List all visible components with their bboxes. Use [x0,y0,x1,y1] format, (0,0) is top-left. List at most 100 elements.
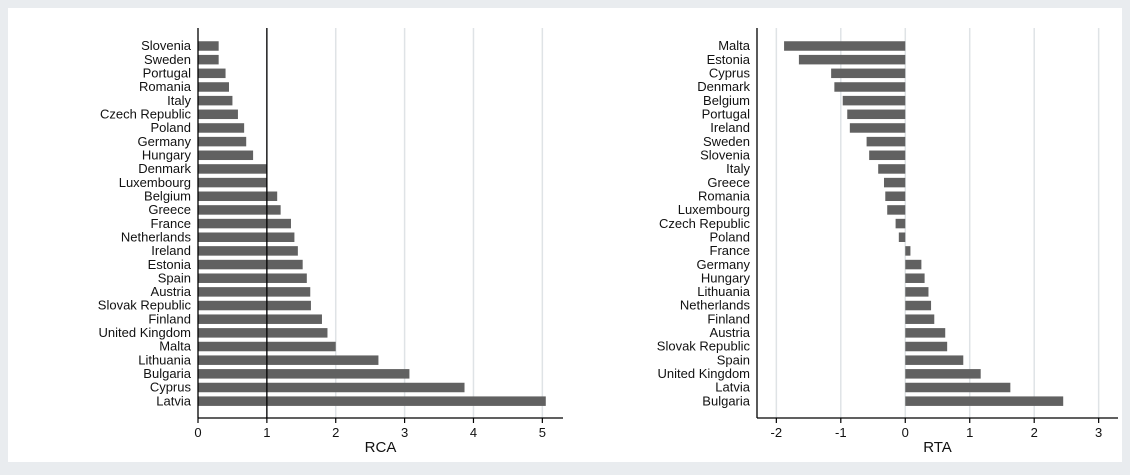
rta-category-label: Italy [726,161,750,176]
rca-category-label: Netherlands [121,229,192,244]
rta-category-label: Netherlands [680,298,751,313]
rca-category-label: Greece [148,202,191,217]
rta-category-label: Hungary [701,270,751,285]
rca-category-label: Ireland [151,243,191,258]
rta-bar [831,68,906,79]
rta-bar [847,109,906,120]
rta-category-label: Estonia [707,52,751,67]
rca-bar [198,369,410,379]
rta-bar [905,341,948,352]
rta-category-label: Finland [707,311,750,326]
rta-bar [869,150,906,161]
rca-category-label: Poland [151,120,191,135]
rca-category-label: Slovenia [141,38,192,53]
rca-bar [198,205,281,215]
rta-category-label: Romania [698,188,751,203]
rta-category-label: Czech Republic [659,216,751,231]
rca-bar [198,68,226,79]
rta-bar [905,287,929,297]
rca-tick-label: 3 [401,425,408,440]
rca-bar [198,396,546,406]
rta-bar [905,355,964,365]
rta-tick-label: 2 [1031,425,1038,440]
rca-bar [198,355,379,365]
rta-bar [883,177,906,188]
rca-bar [198,54,219,65]
rca-category-label: Denmark [138,161,191,176]
rta-bar [866,136,906,147]
rta-tick-label: 3 [1095,425,1102,440]
rca-bar [198,95,233,106]
rca-category-label: Hungary [142,147,192,162]
rca-category-label: Lithuania [138,352,192,367]
rta-category-label: Poland [710,229,750,244]
rta-bar [905,369,981,379]
rta-category-label: Malta [718,38,751,53]
rta-bar [905,382,1011,393]
rca-bar [198,191,278,202]
rta-chart: MaltaEstoniaCyprusDenmarkBelgiumPortugal… [657,28,1118,456]
rca-category-label: Finland [148,311,191,326]
rca-bar [198,136,247,147]
rca-tick-label: 4 [470,425,477,440]
rta-axis-title: RTA [923,439,952,456]
rta-bar [905,328,946,338]
rca-bar [198,177,267,188]
rta-category-label: Spain [717,352,750,367]
rta-tick-label: 1 [966,425,973,440]
rta-category-label: Slovak Republic [657,339,751,354]
rta-bar [898,232,906,242]
rta-category-label: Germany [697,257,751,272]
rca-category-label: Estonia [148,257,192,272]
rta-bar [849,123,906,133]
rca-category-label: Sweden [144,52,191,67]
rca-bar [198,164,267,174]
rca-bar [198,232,295,242]
rta-bar [842,95,906,106]
rca-bar [198,300,311,311]
rca-category-label: Portugal [143,66,192,81]
rta-bar [798,54,906,65]
rca-axis-title: RCA [365,439,397,456]
rca-bar [198,82,229,92]
rca-category-label: France [151,216,191,231]
rca-bar [198,123,245,133]
rca-bar [198,218,291,229]
rta-bar [885,191,906,202]
rta-tick-label: -1 [835,425,847,440]
rca-bar [198,246,298,256]
rca-bar [198,41,219,51]
rca-bar [198,314,322,324]
rta-category-label: Austria [710,325,751,340]
rta-bar [905,273,925,283]
rta-bar [834,82,906,92]
rta-category-label: Belgium [703,93,750,108]
rca-tick-label: 0 [194,425,201,440]
rca-bar [198,328,328,338]
rca-bar [198,150,254,161]
rta-category-label: Sweden [703,134,750,149]
rca-bar [198,109,238,120]
rta-tick-label: -2 [771,425,783,440]
rta-category-label: France [710,243,750,258]
rca-bar [198,273,307,283]
rca-bar [198,287,311,297]
rta-category-label: Bulgaria [702,393,750,408]
rta-category-label: Portugal [702,107,751,122]
rta-bar [887,205,906,215]
rca-chart: SloveniaSwedenPortugalRomaniaItalyCzech … [98,28,563,456]
rca-category-label: Germany [138,134,192,149]
rta-bar [905,259,922,270]
rta-bar [905,396,1064,406]
rca-tick-label: 5 [539,425,546,440]
rca-category-label: Czech Republic [100,107,192,122]
rta-category-label: Denmark [697,79,750,94]
rta-bar [895,218,906,229]
rta-category-label: Ireland [710,120,750,135]
rta-category-label: Slovenia [700,147,751,162]
rta-category-label: Lithuania [697,284,751,299]
rta-category-label: Cyprus [709,66,751,81]
rta-bar [784,41,906,51]
